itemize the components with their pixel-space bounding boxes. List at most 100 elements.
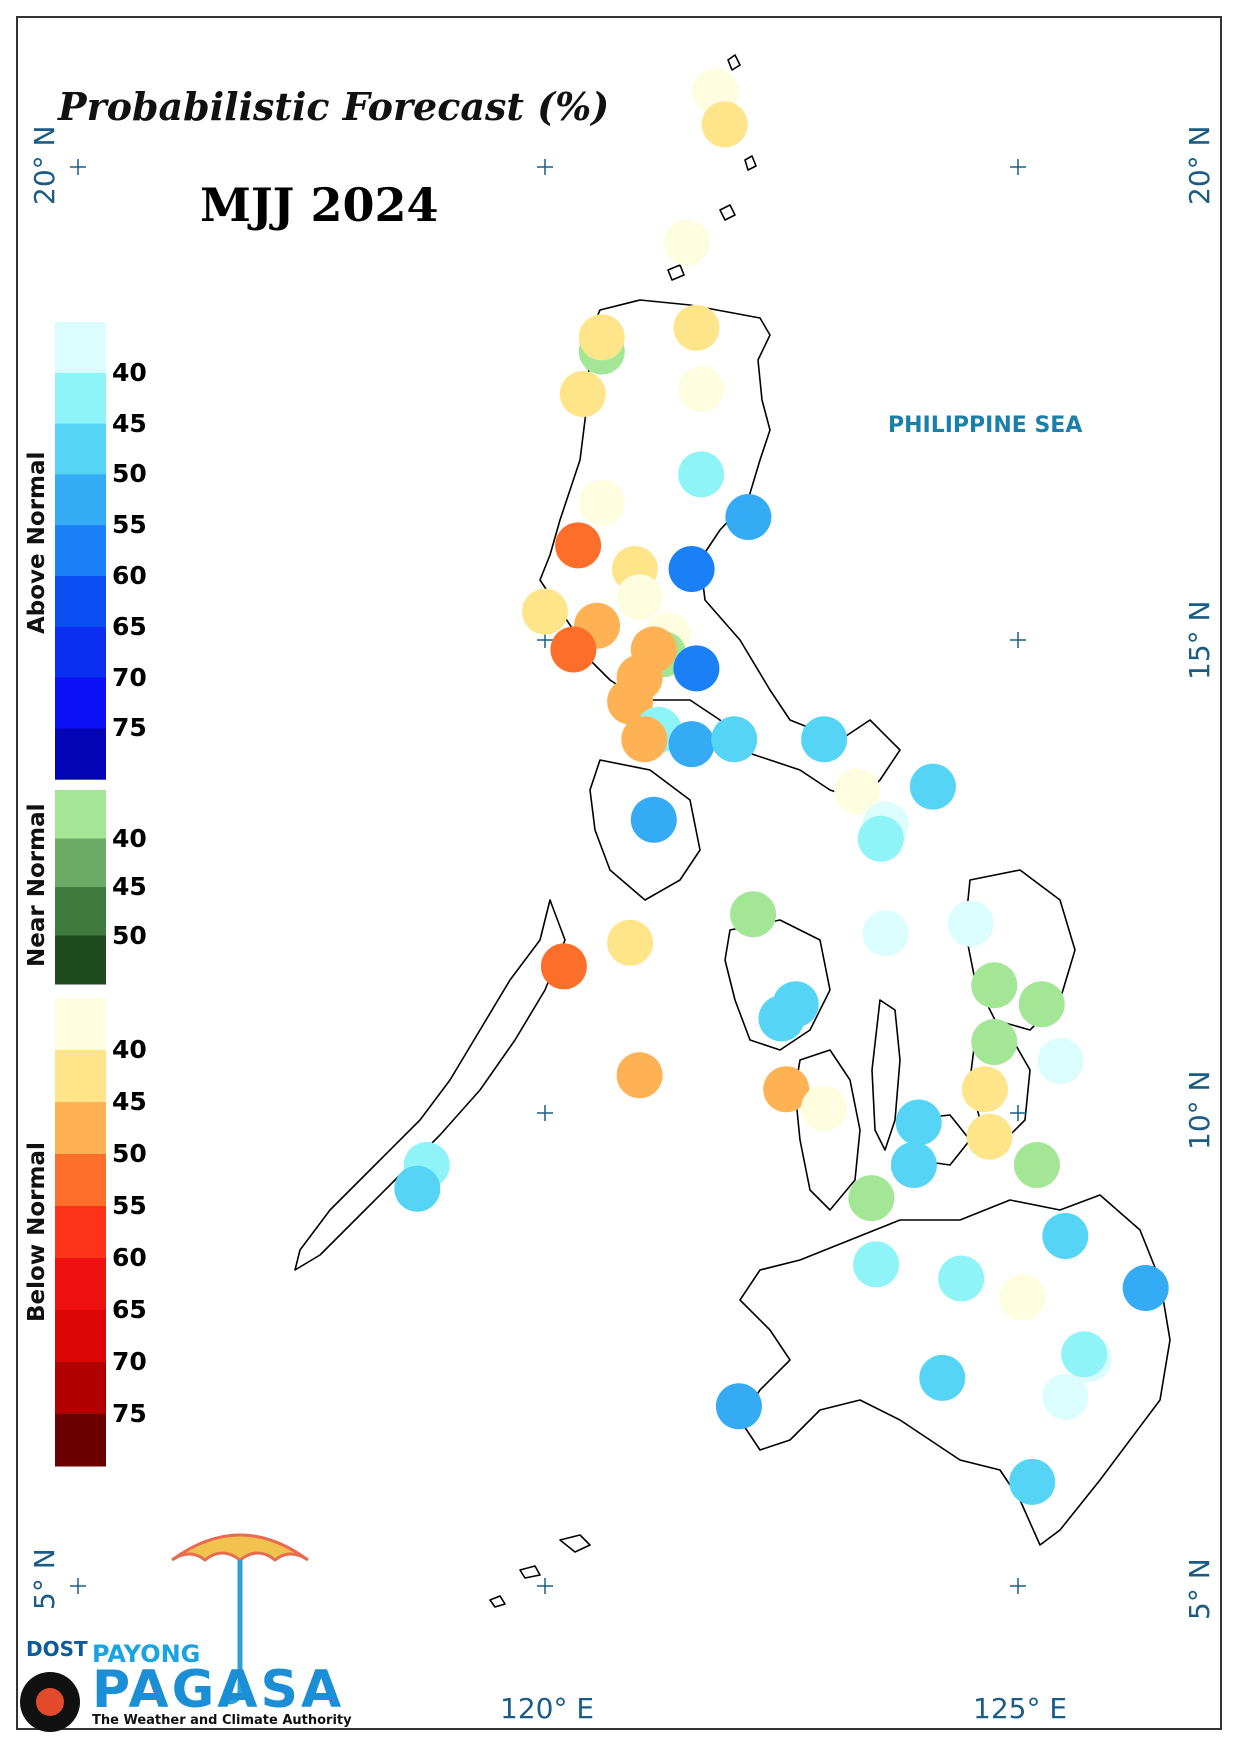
legend-tick-below-50: 50 <box>112 1139 147 1168</box>
legend-swatch-above-7 <box>55 677 106 729</box>
legend-swatch-above-5 <box>55 576 106 628</box>
lat-label-left-20: 20° N <box>28 125 61 205</box>
legend-tick-above-60: 60 <box>112 561 147 590</box>
panay-coast <box>724 919 831 1051</box>
legend-swatch-below-2 <box>55 1102 106 1155</box>
legend-swatch-above-3 <box>55 474 106 526</box>
map-title: Probabilistic Forecast (%) <box>58 84 610 129</box>
map-frame <box>16 16 1222 1730</box>
legend-tick-above-70: 70 <box>112 662 147 692</box>
station-marker <box>607 678 654 725</box>
station-marker <box>857 815 904 862</box>
station-marker <box>758 995 805 1042</box>
lat-label-right-20: 20° N <box>1183 125 1216 205</box>
legend-label-below-normal: Below Normal <box>24 1142 50 1322</box>
umbrella-icon <box>171 1533 309 1562</box>
legend-label-near-normal: Near Normal <box>24 803 50 967</box>
station-marker <box>947 900 994 947</box>
legend-tick-above-65: 65 <box>112 611 147 641</box>
legend-tick-near-45: 45 <box>112 872 147 901</box>
station-marker <box>555 522 602 569</box>
sulu-islands <box>489 1534 591 1608</box>
legend-tick-above-50: 50 <box>112 459 147 489</box>
season-label: MJJ 2024 <box>200 178 439 232</box>
legend-tick-below-75: 75 <box>112 1399 147 1428</box>
station-marker <box>853 1241 900 1288</box>
station-marker <box>730 891 777 938</box>
station-marker <box>834 768 881 815</box>
legend-colorbars <box>55 322 106 1467</box>
station-marker <box>909 763 956 810</box>
station-marker <box>616 1052 663 1099</box>
legend-tick-below-60: 60 <box>112 1243 147 1272</box>
station-marker <box>725 494 772 540</box>
pagasa-tagline: The Weather and Climate Authority <box>92 1713 352 1728</box>
station-marker <box>890 1142 937 1188</box>
station-marker <box>550 626 597 673</box>
station-marker <box>673 304 720 351</box>
legend-swatch-above-4 <box>55 525 106 577</box>
legend-tick-below-70: 70 <box>112 1347 147 1376</box>
cebu-coast <box>871 999 901 1151</box>
lat-label-left-5: 5° N <box>28 1548 61 1610</box>
station-marker <box>578 479 625 526</box>
station-marker <box>630 796 677 843</box>
station-marker <box>938 1255 985 1302</box>
legend-tick-below-40: 40 <box>112 1035 147 1064</box>
station-marker <box>1042 1213 1089 1259</box>
lat-label-right-5: 5° N <box>1183 1558 1216 1620</box>
station-marker <box>1122 1265 1169 1311</box>
legend-swatch-below-8 <box>55 1414 106 1467</box>
legend-tick-above-55: 55 <box>112 510 147 540</box>
station-marker <box>711 716 758 763</box>
legend-swatch-below-6 <box>55 1310 106 1363</box>
philippines-coastline <box>294 54 1171 1608</box>
station-marker <box>540 943 587 990</box>
station-marker <box>862 910 909 957</box>
legend-tick-below-45: 45 <box>112 1087 147 1116</box>
pagasa-logo-graphic <box>20 1533 309 1732</box>
palawan-coast <box>294 899 566 1271</box>
station-marker <box>961 1066 1008 1113</box>
station-marker <box>1009 1458 1056 1505</box>
station-marker <box>895 1099 942 1146</box>
station-marker <box>394 1165 441 1212</box>
grid-ticks <box>70 159 1026 1594</box>
batanes-islands <box>667 54 757 281</box>
station-marker <box>763 1066 810 1113</box>
station-marker <box>559 371 606 417</box>
station-marker <box>678 451 725 498</box>
station-marker <box>663 219 710 266</box>
station-marker <box>999 1274 1046 1321</box>
legend-swatch-below-7 <box>55 1362 106 1415</box>
legend-swatch-near-0 <box>55 790 106 839</box>
station-markers <box>394 68 1169 1505</box>
station-marker <box>971 1019 1018 1065</box>
mindoro-coast <box>589 759 701 901</box>
legend-tick-below-65: 65 <box>112 1295 147 1324</box>
station-marker <box>616 574 663 621</box>
pagasa-logo-text: PAGASA <box>92 1660 345 1720</box>
legend-swatch-above-1 <box>55 372 106 425</box>
legend-swatch-near-3 <box>55 935 106 985</box>
lat-label-right-15: 15° N <box>1183 600 1216 680</box>
legend-tick-above-40: 40 <box>112 357 147 387</box>
payong-logo-text: PAYONG <box>92 1640 201 1668</box>
station-marker <box>801 1085 848 1132</box>
station-marker <box>966 1113 1013 1160</box>
legend-label-above-normal: Above Normal <box>24 451 50 634</box>
station-marker <box>801 716 848 763</box>
legend-swatch-above-0 <box>55 322 106 374</box>
station-marker <box>1037 1038 1084 1084</box>
station-marker <box>1042 1373 1089 1420</box>
legend-tick-below-55: 55 <box>112 1191 147 1220</box>
dost-logo-text: DOST <box>26 1637 88 1661</box>
station-marker <box>578 314 625 361</box>
legend-swatch-above-6 <box>55 626 106 679</box>
legend-tick-near-50: 50 <box>112 920 147 950</box>
legend-tick-above-75: 75 <box>112 713 147 743</box>
station-marker <box>621 716 668 763</box>
legend-swatch-below-3 <box>55 1154 106 1207</box>
station-marker <box>715 1383 762 1430</box>
